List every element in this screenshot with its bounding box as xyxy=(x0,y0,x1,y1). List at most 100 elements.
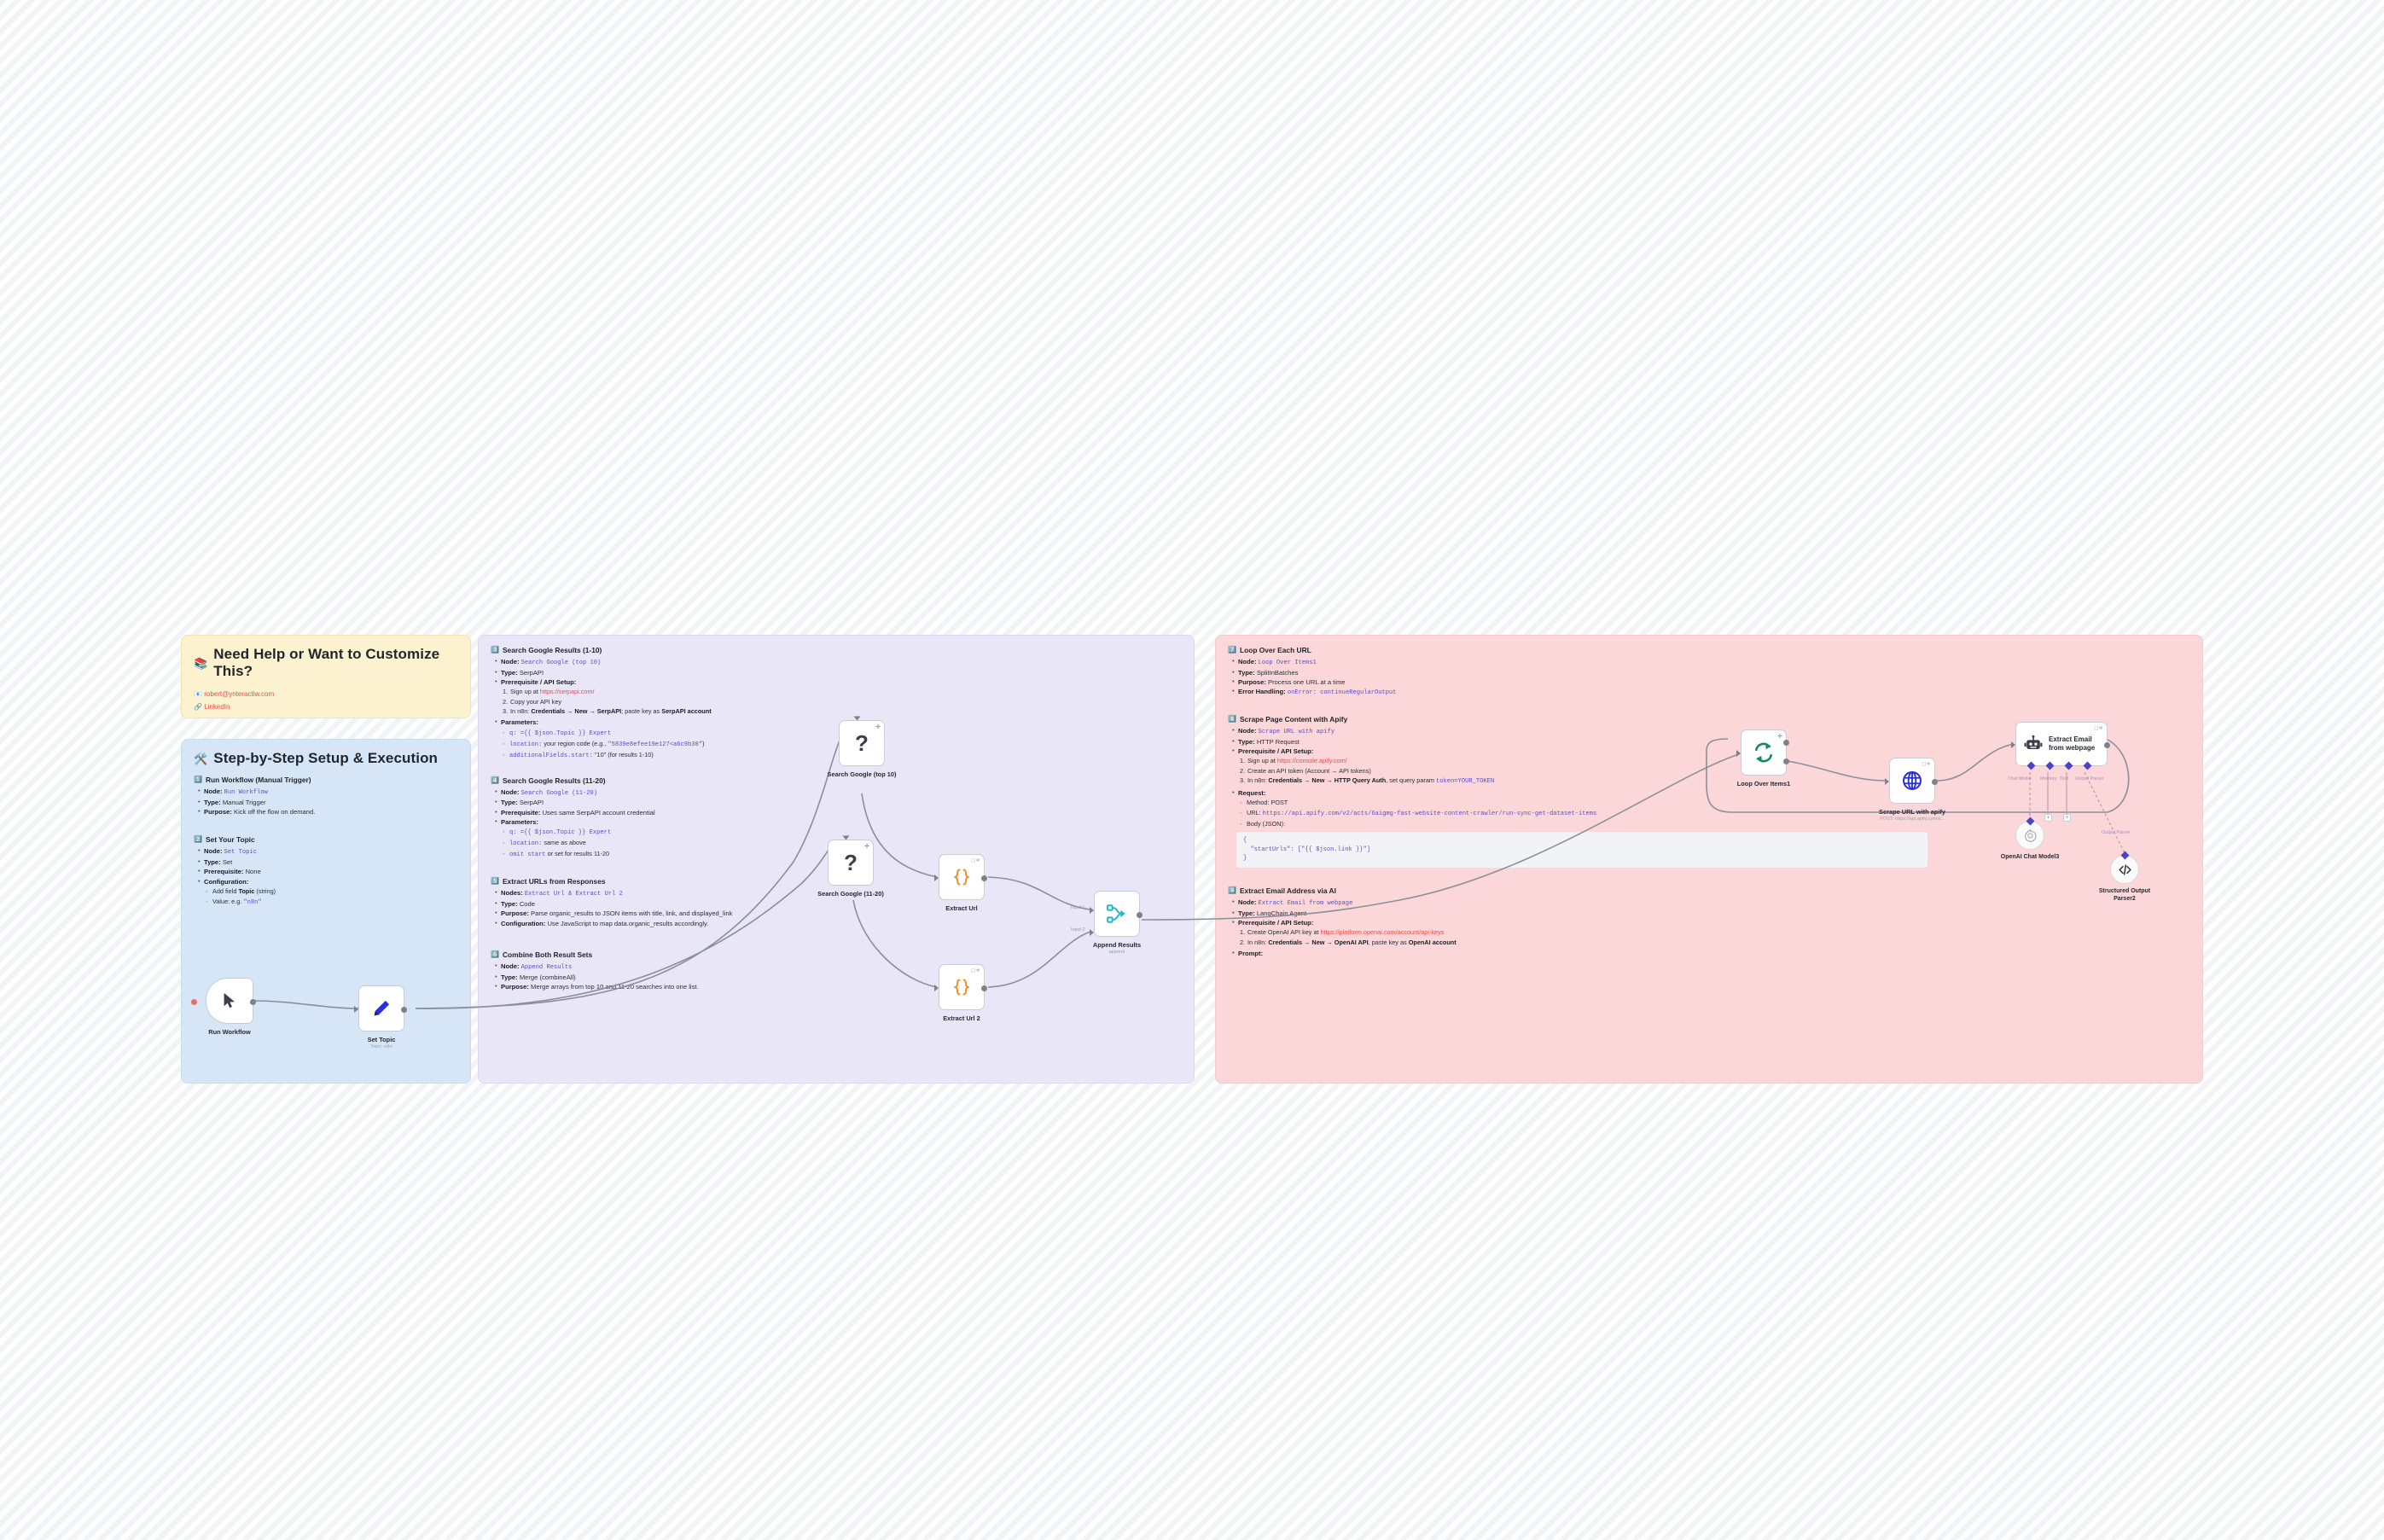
node-set-topic[interactable]: Set Topic Topic: n8n xyxy=(354,985,407,1049)
list-item: Type: Merge (combineAll) xyxy=(495,972,1182,982)
output-port-loop[interactable] xyxy=(1783,758,1789,764)
robot-icon xyxy=(2024,735,2043,749)
node-badge: ▢✛ xyxy=(971,858,980,863)
books-icon: 📚 xyxy=(194,656,208,670)
input-port-2[interactable] xyxy=(1090,929,1094,936)
list-item: Node: Set Topic xyxy=(198,846,458,857)
loop-section-8-heading: 8️⃣ Scrape Page Content with Apify xyxy=(1228,715,1348,724)
subnode-structured-output-parser[interactable]: Structured Output Parser2 xyxy=(2099,851,2150,902)
list-item: Prerequisite: Uses same SerpAPI account … xyxy=(495,807,1182,817)
list-item: Request: xyxy=(1232,787,2190,798)
node-label-extract-url-2: Extract Url 2 xyxy=(943,1014,980,1022)
search-section-3-steps: Sign up at https://serpapi.com/ Copy you… xyxy=(503,687,1182,716)
add-memory-button[interactable]: + xyxy=(2044,814,2052,822)
input-port[interactable] xyxy=(1885,778,1889,785)
list-item: Prerequisite: None xyxy=(198,866,458,876)
node-sub-set-topic: Topic: n8n xyxy=(370,1044,392,1049)
node-search-google-top10[interactable]: ✛ ? Search Google (top 10) xyxy=(828,716,896,778)
node-loop-over-items[interactable]: ✛ Loop Over Items1 xyxy=(1736,729,1790,787)
search-section-4-list: Node: Search Google (11-20) Type: SerpAP… xyxy=(495,787,1182,828)
output-port-done[interactable] xyxy=(1783,740,1789,746)
link-icon: 🔗 xyxy=(194,702,202,711)
apify-signup-link[interactable]: https://console.apify.com/ xyxy=(1276,757,1347,765)
help-email-row[interactable]: 📧 robert@ynteractiw.com xyxy=(194,689,458,701)
tools-icon: 🛠️ xyxy=(194,752,208,765)
output-port[interactable] xyxy=(401,1007,407,1013)
list-item: Purpose: Process one URL at a time xyxy=(1232,677,2190,687)
search-section-3-heading: 3️⃣ Search Google Results (1-10) xyxy=(491,646,602,654)
list-item: Node: Scrape URL with apify xyxy=(1232,725,2190,737)
node-badge: ▢✛ xyxy=(2094,726,2103,731)
loop-section-7-list: Node: Loop Over Items1 Type: SplitInBatc… xyxy=(1232,656,2190,698)
memory-connector-label: Memory xyxy=(2040,776,2057,782)
setup-section-2-heading: 2️⃣ Set Your Topic xyxy=(194,835,255,845)
number-three-icon: 3️⃣ xyxy=(491,646,499,654)
list-item: Node: Extract Email from webpage xyxy=(1232,897,2190,909)
output-port[interactable] xyxy=(981,985,987,991)
plus-icon[interactable]: ✛ xyxy=(1777,734,1782,740)
number-two-icon: 2️⃣ xyxy=(194,835,202,844)
number-seven-icon: 7️⃣ xyxy=(1228,646,1236,654)
node-extract-url[interactable]: ▢✛ Extract Url xyxy=(934,854,987,912)
search-section-3-list: Node: Search Google (top 10) Type: SerpA… xyxy=(495,656,1182,687)
output-port[interactable] xyxy=(2104,742,2110,748)
list-item: Parameters: xyxy=(495,816,1182,827)
number-nine-icon: 9️⃣ xyxy=(1228,886,1236,894)
input-port[interactable] xyxy=(354,1006,358,1013)
node-label-set-topic: Set Topic xyxy=(367,1036,396,1043)
add-tool-button[interactable]: + xyxy=(2063,814,2071,822)
node-extract-url-2[interactable]: ▢✛ Extract Url 2 xyxy=(934,964,987,1022)
list-item: Purpose: Merge arrays from top 10 and 11… xyxy=(495,981,1182,991)
openai-keys-link[interactable]: https://platform.openai.com/account/api-… xyxy=(1320,928,1445,937)
node-badge: ▢✛ xyxy=(971,968,980,973)
globe-icon xyxy=(1903,771,1922,790)
list-item: Type: SplitInBatches xyxy=(1232,667,2190,677)
node-append-results[interactable]: Input 1 Input 2 Append Results append xyxy=(1071,891,1143,955)
input-port-1[interactable] xyxy=(1090,907,1094,914)
node-scrape-url-apify[interactable]: ▢✛ Scrape URL with apify POST: https://a… xyxy=(1879,758,1945,822)
plus-icon[interactable]: ✛ xyxy=(864,844,869,850)
search-section-3-params-label: Parameters: xyxy=(495,717,1182,727)
list-item: Prerequisite / API Setup: xyxy=(495,677,1182,687)
input-port[interactable] xyxy=(842,835,850,840)
list-item: Node: Run Workflow xyxy=(198,786,458,798)
help-linkedin-row[interactable]: 🔗 LinkedIn xyxy=(194,701,458,714)
input-port[interactable] xyxy=(2011,741,2015,748)
chat-model-connector-label: Chat Model xyxy=(2008,776,2032,782)
list-item: Prerequisite / API Setup: xyxy=(1232,917,2190,927)
node-extract-email-agent[interactable]: ▢✛ Extract Email from webpage xyxy=(2011,722,2110,770)
list-item: Node: Append Results xyxy=(495,961,1182,973)
list-item: Configuration: xyxy=(198,876,458,886)
help-email-link[interactable]: robert@ynteractiw.com xyxy=(204,690,275,698)
loop-section-9-prompt-label: Prompt: xyxy=(1232,948,2190,958)
input-port[interactable] xyxy=(934,985,939,991)
node-label-scrape-apify: Scrape URL with apify xyxy=(1879,808,1945,816)
list-item: Type: Manual Trigger xyxy=(198,797,458,807)
subnode-openai-chat-model[interactable]: OpenAI Chat Model3 xyxy=(2001,816,2059,860)
output-port[interactable] xyxy=(1932,779,1938,785)
list-item: In n8n: Credentials → New → SerpAPI; pas… xyxy=(503,706,712,717)
list-item: q: ={{ $json.Topic }} Expert xyxy=(503,728,1182,739)
list-item: Copy your API key xyxy=(503,697,562,707)
list-item: Type: SerpAPI xyxy=(495,667,1182,677)
serpapi-signup-link[interactable]: https://serpapi.com/ xyxy=(539,688,595,696)
sticky-note-help[interactable]: 📚 Need Help or Want to Customize This? 📧… xyxy=(181,635,471,718)
help-linkedin-link[interactable]: LinkedIn xyxy=(204,702,230,711)
cursor-icon xyxy=(224,992,235,1008)
list-item: Prerequisite / API Setup: xyxy=(1232,746,2190,756)
plus-icon[interactable]: ✛ xyxy=(875,724,881,730)
node-run-workflow[interactable]: Run Workflow xyxy=(191,978,256,1036)
input-port[interactable] xyxy=(1736,750,1741,757)
input-port[interactable] xyxy=(853,716,861,721)
output-port[interactable] xyxy=(250,999,256,1005)
output-port[interactable] xyxy=(981,875,987,881)
node-label-search-top10: Search Google (top 10) xyxy=(827,770,897,778)
input-port[interactable] xyxy=(934,875,939,881)
output-parser-connector-label: Output Parser xyxy=(2075,776,2104,782)
setup-section-1-list: Node: Run Workflow Type: Manual Trigger … xyxy=(198,786,458,816)
output-port[interactable] xyxy=(1137,912,1143,918)
loop-section-7-heading: 7️⃣ Loop Over Each URL xyxy=(1228,646,1311,654)
node-search-google-11-20[interactable]: ✛ ? Search Google (11-20) xyxy=(817,835,884,898)
number-eight-icon: 8️⃣ xyxy=(1228,715,1236,724)
